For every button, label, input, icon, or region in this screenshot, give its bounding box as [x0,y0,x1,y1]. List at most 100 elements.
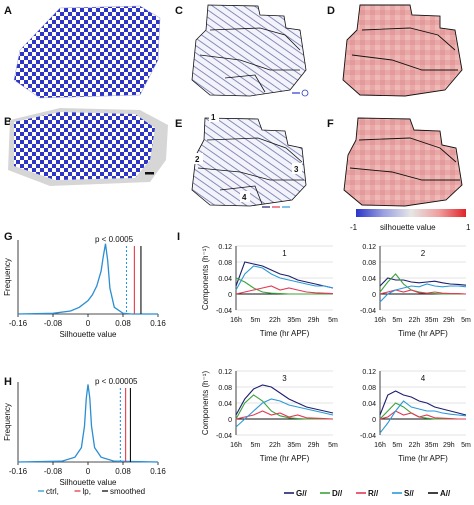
panel-letter-H: H [4,376,12,388]
x-axis-label: Time (hr APF) [398,329,448,338]
region-number-1: 1 [211,113,216,122]
colorbar-max-label: 1 [466,223,471,232]
scale-bar [145,172,154,175]
x-tick-label: 29h [443,317,455,324]
x-tick-label: 0.08 [115,319,131,328]
x-tick-label: -0.08 [44,467,63,476]
y-tick-label: 0 [372,417,376,424]
y-tick-label: -0.04 [216,308,232,315]
y-axis-label: Components (h⁻¹) [201,246,210,311]
legend-label: G// [296,489,307,498]
region-number-4: 4 [242,193,247,202]
x-tick-label: 35m [425,317,439,324]
x-axis-label: Time (hr APF) [260,454,310,463]
x-tick-label: 35m [425,442,439,449]
x-tick-label: 5m [461,317,471,324]
y-tick-label: 0.08 [218,385,232,392]
y-axis-label: Frequency [3,403,12,441]
x-axis-label: Time (hr APF) [260,329,310,338]
distribution-line [18,384,158,462]
x-tick-label: 5m [461,442,471,449]
y-tick-label: -0.04 [360,433,376,440]
colorbar-min-label: -1 [350,223,358,232]
vector-field-map-C [192,5,306,96]
y-tick-label: 0.04 [218,276,232,283]
silhouette-map-F [344,118,462,206]
x-tick-label: 16h [374,317,386,324]
x-tick-label: 16h [230,317,242,324]
y-tick-label: 0.04 [362,276,376,283]
legend-label: ctrl, [46,487,59,496]
series-line [380,403,466,419]
panel-letter-F: F [327,118,334,130]
x-tick-label: 0.08 [115,467,131,476]
y-tick-label: 0.04 [362,401,376,408]
distribution-line [18,244,158,314]
scale-circle [302,90,308,96]
x-tick-label: -0.16 [9,467,28,476]
x-tick-label: 22h [409,317,421,324]
x-tick-label: 35m [287,442,301,449]
y-tick-label: 0.12 [218,244,232,251]
x-tick-label: 22h [409,442,421,449]
subplot-title: 2 [421,249,426,258]
x-tick-label: 29h [443,442,455,449]
series-line [380,278,466,286]
y-tick-label: 0.04 [218,401,232,408]
histogram-G: -0.16 -0.08 0 0.08 0.16p < 0.0005Silhouette … [3,235,166,339]
colorbar [356,209,466,217]
legend-label: D// [332,489,343,498]
x-tick-label: -0.08 [44,319,63,328]
panel-letter-I: I [177,231,180,243]
x-tick-label: 29h [308,442,320,449]
y-tick-label: 0.08 [362,385,376,392]
y-tick-label: -0.04 [216,433,232,440]
silhouette-map-D [343,5,462,96]
x-tick-label: 5m [251,317,261,324]
panel-letter-E: E [175,118,182,130]
x-tick-label: 5m [328,317,338,324]
x-tick-label: 5m [392,442,402,449]
x-tick-label: 5m [328,442,338,449]
x-tick-label: 0 [86,319,91,328]
series-line [236,286,333,294]
colorbar-caption: silhouette value [380,223,436,232]
y-tick-label: 0 [228,417,232,424]
x-axis-label: Silhouette value [60,330,117,339]
x-tick-label: 22h [269,442,281,449]
x-tick-label: 22h [269,317,281,324]
subplot-title: 3 [282,374,287,383]
legend-label: A// [440,489,451,498]
y-tick-label: -0.04 [360,308,376,315]
series-line [236,385,333,415]
y-tick-label: 0 [228,292,232,299]
y-tick-label: 0.12 [218,369,232,376]
region-number-2: 2 [195,155,200,164]
panel-letter-D: D [327,5,335,17]
p-value-label: p < 0.0005 [95,235,134,244]
x-tick-label: 0.16 [150,319,166,328]
x-tick-label: 0.16 [150,467,166,476]
y-axis-label: Frequency [3,258,12,296]
x-tick-label: 16h [374,442,386,449]
tissue-map-A [14,6,160,98]
y-tick-label: 0.12 [362,244,376,251]
y-tick-label: 0 [372,292,376,299]
x-axis-label: Time (hr APF) [398,454,448,463]
legend-label: S// [404,489,415,498]
histogram-H: -0.16 -0.08 0 0.08 0.16 p < 0.00005 Silhouette… [3,377,166,496]
legend-label: smoothed [110,487,145,496]
region-number-3: 3 [294,165,299,174]
x-tick-label: 0 [86,467,91,476]
legend-label: lp, [83,487,91,496]
x-tick-label: 29h [308,317,320,324]
subplot-title: 4 [421,374,426,383]
series-line [236,262,333,288]
panel-letter-C: C [175,5,183,17]
x-tick-label: 16h [230,442,242,449]
x-tick-label: 5m [392,317,402,324]
subplot-title: 1 [282,249,287,258]
y-tick-label: 0.12 [362,369,376,376]
